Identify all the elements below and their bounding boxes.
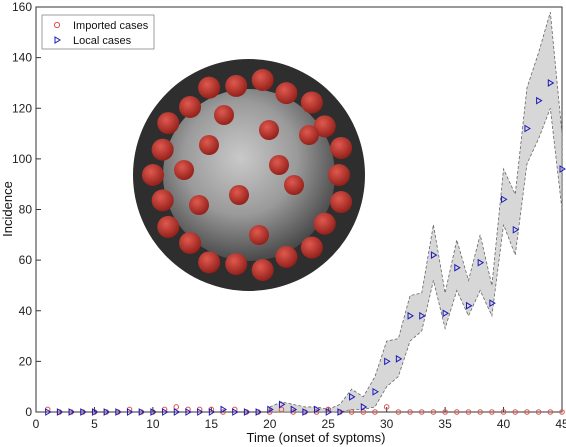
legend-label-local: Local cases xyxy=(73,35,132,47)
local-case-point xyxy=(337,408,344,416)
local-case-point xyxy=(173,408,181,416)
local-case-point xyxy=(115,408,122,416)
local-case-point xyxy=(547,79,555,87)
local-case-point xyxy=(56,408,64,416)
x-tick-label: 25 xyxy=(322,417,336,431)
imported-case-point xyxy=(383,404,390,410)
local-case-point xyxy=(150,408,157,416)
local-case-point xyxy=(477,258,485,267)
imported-case-point xyxy=(360,409,367,415)
x-tick-label: 35 xyxy=(438,417,452,431)
local-case-point xyxy=(489,299,496,308)
imported-case-point xyxy=(547,409,554,415)
x-tick-label: 15 xyxy=(205,417,219,431)
local-case-point xyxy=(407,311,415,320)
imported-case-point xyxy=(465,409,472,415)
y-tick-label: 80 xyxy=(19,203,33,217)
local-case-point xyxy=(127,408,134,416)
local-case-point xyxy=(232,408,239,416)
local-case-point xyxy=(302,408,309,416)
local-case-point xyxy=(103,408,111,416)
x-tick-label: 0 xyxy=(33,417,40,431)
imported-case-point xyxy=(173,404,180,410)
local-case-point xyxy=(524,124,531,133)
y-axis-label: Incidence xyxy=(0,181,15,237)
legend: Imported cases Local cases xyxy=(41,14,155,50)
y-tick-label: 40 xyxy=(19,304,33,318)
local-case-point xyxy=(325,408,333,416)
imported-case-point xyxy=(395,409,402,415)
local-case-point xyxy=(255,408,263,416)
local-case-point xyxy=(290,405,298,414)
local-case-point xyxy=(278,400,286,409)
imported-case-point xyxy=(477,409,483,415)
local-case-point xyxy=(419,311,426,320)
local-case-point xyxy=(465,301,473,310)
local-case-point xyxy=(197,408,204,416)
imported-case-point xyxy=(489,409,495,415)
local-case-point xyxy=(559,165,566,173)
x-tick-label: 30 xyxy=(380,417,394,431)
local-case-point xyxy=(208,408,216,416)
local-case-point xyxy=(68,408,76,416)
imported-case-point xyxy=(500,409,507,415)
local-case-point xyxy=(442,309,450,318)
imported-case-point xyxy=(524,409,530,415)
y-tick-label: 20 xyxy=(19,354,33,368)
local-case-point xyxy=(185,408,192,416)
imported-case-point xyxy=(372,409,378,415)
local-case-point xyxy=(243,408,251,416)
y-tick-label: 120 xyxy=(12,101,32,115)
uncertainty-band-area xyxy=(269,11,563,413)
imported-case-point xyxy=(559,409,565,415)
local-case-point xyxy=(384,357,391,366)
x-tick-label: 45 xyxy=(555,417,566,431)
y-tick-label: 160 xyxy=(12,0,32,14)
local-case-point xyxy=(536,96,543,105)
local-case-point xyxy=(395,354,403,363)
local-case-point xyxy=(314,405,321,414)
imported-case-point xyxy=(454,409,460,415)
imported-case-point xyxy=(418,409,425,415)
local-case-point xyxy=(91,408,99,416)
local-case-point xyxy=(360,403,368,411)
y-tick-label: 0 xyxy=(25,405,32,419)
imported-case-point xyxy=(512,409,519,415)
x-tick-label: 20 xyxy=(263,417,277,431)
y-tick-label: 60 xyxy=(19,253,33,267)
uncertainty-band xyxy=(269,11,563,413)
local-case-point xyxy=(372,387,379,396)
imported-case-point xyxy=(278,406,285,413)
coronavirus-image xyxy=(133,59,365,291)
local-case-point xyxy=(138,408,146,416)
imported-case-point xyxy=(348,409,355,415)
local-case-point xyxy=(349,392,356,401)
local-case-point xyxy=(45,408,52,416)
x-tick-label: 40 xyxy=(497,417,511,431)
local-case-point xyxy=(512,225,520,234)
legend-marker-local xyxy=(54,36,61,44)
local-case-point xyxy=(454,263,461,272)
x-axis-label: Time (onset of syptoms) xyxy=(247,430,386,445)
legend-label-imported: Imported cases xyxy=(73,20,149,32)
local-case-point xyxy=(267,405,274,414)
y-tick-label: 140 xyxy=(12,51,32,65)
local-case-point xyxy=(430,251,438,259)
imported-case-point xyxy=(442,409,448,415)
legend-marker-imported xyxy=(53,21,61,29)
imported-case-point xyxy=(430,409,437,415)
x-tick-label: 5 xyxy=(91,417,98,431)
local-case-point xyxy=(501,195,508,204)
local-case-point xyxy=(162,408,169,416)
x-tick-label: 10 xyxy=(146,417,160,431)
imported-case-point xyxy=(407,409,413,415)
y-tick-label: 100 xyxy=(12,152,32,166)
local-case-point xyxy=(80,408,87,416)
imported-case-point xyxy=(535,409,542,415)
local-case-point xyxy=(220,405,227,414)
